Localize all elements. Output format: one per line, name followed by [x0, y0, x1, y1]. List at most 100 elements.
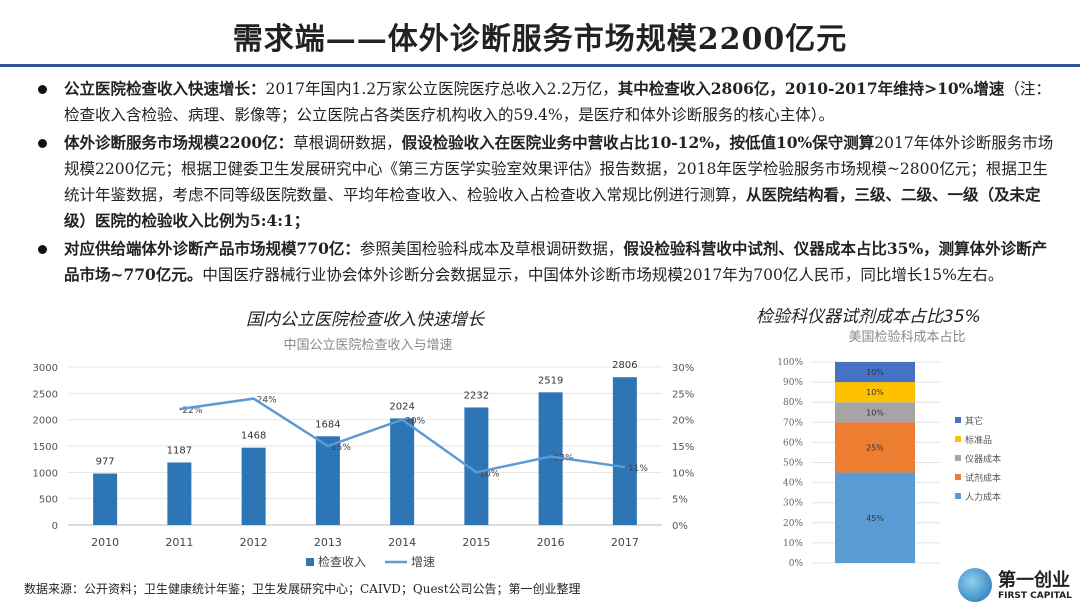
title-divider	[0, 64, 1080, 67]
bar-data-label: 2519	[538, 375, 563, 386]
x-tick-label: 2010	[91, 536, 119, 549]
legend-label: 其它	[965, 415, 983, 427]
y2-tick-label: 20%	[672, 416, 694, 427]
x-tick-label: 2012	[240, 536, 268, 549]
chart-title: 美国检验科成本占比	[848, 329, 965, 345]
legend-swatch	[955, 436, 961, 442]
right-chart-heading: 检验科仪器试剂成本占比35%	[756, 307, 981, 327]
y-tick-label: 0%	[789, 559, 804, 569]
legend-swatch	[955, 417, 961, 423]
bar-data-label: 2806	[612, 360, 637, 371]
y-tick-label: 0	[52, 521, 58, 532]
y-tick-label: 30%	[783, 499, 803, 509]
y-tick-label: 500	[39, 495, 58, 506]
segment-label: 10%	[866, 368, 884, 377]
y2-tick-label: 5%	[672, 495, 688, 506]
line-data-label: 15%	[331, 443, 351, 453]
segment-label: 45%	[866, 514, 884, 523]
bullet-bold-text: 从医院结构看，三级、二级、一级（及未定级）医院的检验收入比例为5:4:1；	[64, 185, 1041, 230]
bullet-text: 草根调研数据，	[293, 134, 402, 152]
bar-data-label: 977	[96, 457, 115, 468]
segment-label: 25%	[866, 443, 884, 452]
stacked-segment	[835, 422, 915, 473]
source-note: 数据来源：公开资料；卫生健康统计年鉴；卫生发展研究中心；CAIVD；Quest公…	[24, 582, 581, 596]
bullet-bold-text: 假设检验科营收中试剂、仪器成本占比35%，测算体外诊断产品市场~770亿元。	[64, 239, 1048, 284]
bullet-bold-text: 其中检查收入2806亿，2010-2017年维持>10%增速	[617, 79, 1005, 98]
stacked-segment	[835, 362, 915, 383]
legend-label: 增速	[411, 555, 435, 569]
line-data-label: 20%	[405, 417, 425, 427]
line-data-label: 11%	[628, 464, 648, 474]
bar-data-label: 2024	[389, 401, 414, 412]
bullet-dot-icon	[38, 245, 47, 254]
y2-tick-label: 10%	[672, 468, 694, 479]
y2-tick-label: 25%	[672, 389, 694, 400]
y-tick-label: 80%	[783, 398, 803, 408]
page-title: 需求端——体外诊断服务市场规模2200亿元	[232, 22, 848, 57]
legend-label: 仪器成本	[965, 453, 1001, 465]
bullet-list: 公立医院检查收入快速增长：2017年国内1.2万家公立医院医疗总收入2.2万亿，…	[38, 76, 1058, 290]
left-chart-heading: 国内公立医院检查收入快速增长	[246, 310, 484, 330]
y2-tick-label: 30%	[672, 363, 694, 374]
line-data-label: 24%	[257, 396, 277, 406]
bar	[315, 436, 340, 525]
bullet-dot-icon	[38, 139, 47, 148]
segment-label: 10%	[866, 408, 884, 417]
bullet-text: 2017年国内1.2万家公立医院医疗总收入2.2万亿，	[265, 80, 618, 98]
segment-label: 10%	[866, 388, 884, 397]
bar	[241, 447, 266, 525]
legend-swatch	[955, 474, 961, 480]
bullet-item: 体外诊断服务市场规模2200亿：草根调研数据，假设检验收入在医院业务中营收占比1…	[38, 130, 1058, 234]
x-tick-label: 2014	[388, 536, 416, 549]
chart-title: 中国公立医院检查收入与增速	[283, 338, 452, 353]
y-tick-label: 40%	[783, 479, 803, 489]
y2-tick-label: 0%	[672, 521, 688, 532]
x-tick-label: 2016	[537, 536, 565, 549]
y-tick-label: 1000	[33, 468, 58, 479]
y-tick-label: 100%	[777, 358, 803, 368]
bar-data-label: 2232	[464, 390, 489, 401]
legend-label: 检查收入	[318, 554, 366, 569]
y-tick-label: 2500	[33, 389, 58, 400]
bullet-bold-text: 体外诊断服务市场规模2200亿：	[64, 133, 294, 152]
legend-label: 标准品	[965, 434, 992, 446]
bar	[167, 462, 192, 525]
y-tick-label: 50%	[783, 459, 803, 469]
first-capital-logo: 第一创业 FIRST CAPITAL	[958, 566, 1078, 606]
bar	[93, 473, 118, 525]
bar-data-label: 1468	[241, 431, 266, 442]
bullet-text: 2017年体外诊断服务市场规模2200亿元；根据卫健委卫生发展研究中心《第三方医…	[64, 134, 1054, 204]
y-tick-label: 70%	[783, 418, 803, 428]
legend-swatch-bar	[306, 558, 314, 566]
bullet-text: 参照美国检验科成本及草根调研数据，	[359, 240, 624, 258]
legend-swatch	[955, 493, 961, 499]
bullet-bold-text: 公立医院检查收入快速增长：	[64, 79, 266, 98]
bullet-text: （注：检查收入含检验、病理、影像等；公立医院占各类医疗机构收入的59.4%，是医…	[64, 80, 1051, 124]
y2-tick-label: 15%	[672, 442, 694, 453]
x-tick-label: 2015	[462, 536, 490, 549]
logo-en: FIRST CAPITAL	[998, 591, 1072, 601]
x-tick-label: 2017	[611, 536, 639, 549]
y-tick-label: 10%	[783, 539, 803, 549]
stacked-segment	[835, 382, 915, 403]
x-tick-label: 2013	[314, 536, 342, 549]
globe-icon	[958, 568, 992, 602]
logo-cn: 第一创业	[998, 570, 1070, 591]
y-tick-label: 2000	[33, 416, 58, 427]
stacked-segment	[835, 402, 915, 423]
bullet-item: 对应供给端体外诊断产品市场规模770亿：参照美国检验科成本及草根调研数据，假设检…	[38, 236, 1058, 288]
y-tick-label: 3000	[33, 363, 58, 374]
bullet-bold-text: 假设检验收入在医院业务中营收占比10-12%，按低值10%保守测算	[401, 133, 875, 152]
line-data-label: 22%	[182, 406, 202, 416]
y-tick-label: 60%	[783, 438, 803, 448]
bar	[612, 377, 637, 525]
bar	[390, 418, 415, 525]
legend-label: 试剂成本	[965, 472, 1001, 484]
y-tick-label: 1500	[33, 442, 58, 453]
line-data-label: 10%	[479, 469, 499, 479]
bullet-bold-text: 对应供给端体外诊断产品市场规模770亿：	[64, 239, 360, 258]
bullet-item: 公立医院检查收入快速增长：2017年国内1.2万家公立医院医疗总收入2.2万亿，…	[38, 76, 1058, 128]
bar-data-label: 1684	[315, 419, 340, 430]
bullet-dot-icon	[38, 85, 47, 94]
